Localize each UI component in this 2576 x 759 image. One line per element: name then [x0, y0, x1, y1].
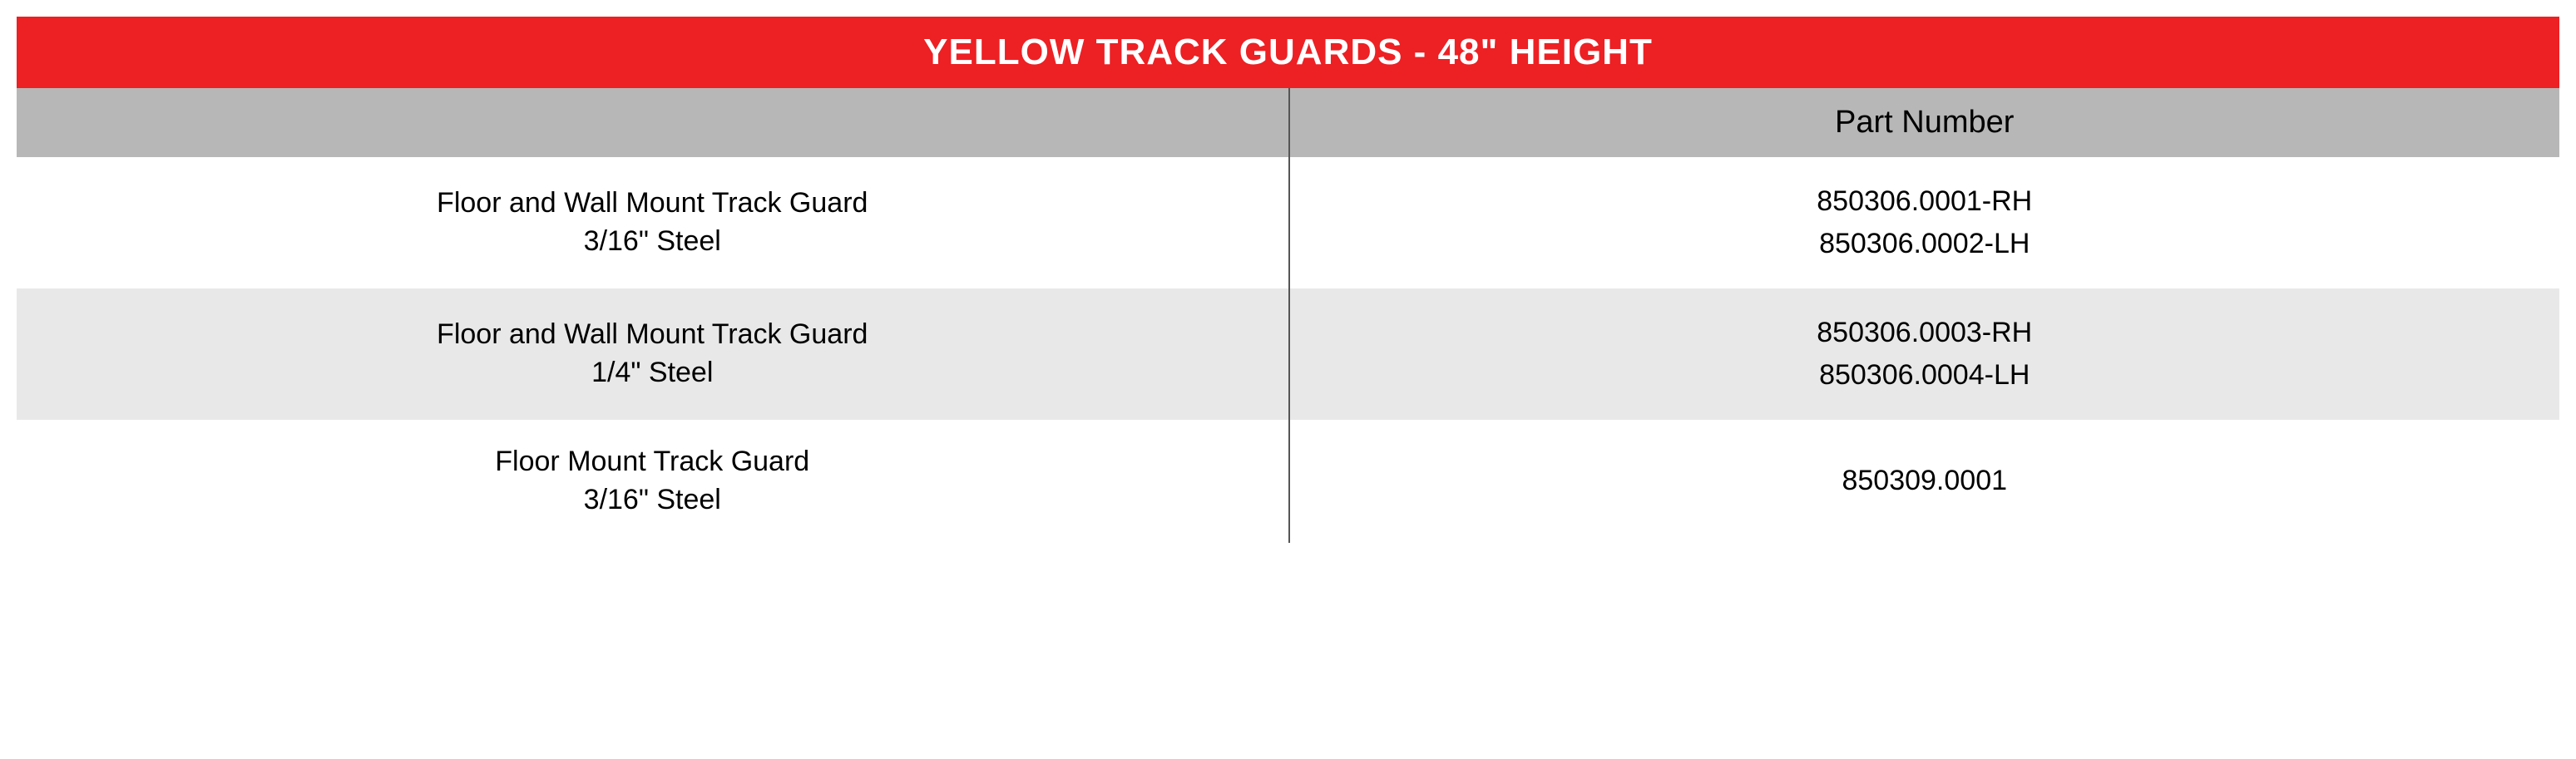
part-number-1: 850306.0001-RH: [1290, 180, 2560, 223]
cell-part-number: 850306.0003-RH 850306.0004-LH: [1288, 288, 2560, 420]
cell-description: Floor Mount Track Guard 3/16" Steel: [17, 420, 1288, 543]
part-number-2: 850306.0004-LH: [1290, 354, 2560, 397]
cell-description: Floor and Wall Mount Track Guard 3/16" S…: [17, 157, 1288, 288]
desc-line2: 3/16" Steel: [17, 481, 1288, 520]
desc-line2: 1/4" Steel: [17, 354, 1288, 392]
desc-line2: 3/16" Steel: [17, 223, 1288, 261]
table-title-bar: YELLOW TRACK GUARDS - 48" HEIGHT: [17, 17, 2559, 88]
desc-line1: Floor and Wall Mount Track Guard: [17, 185, 1288, 223]
header-cell-part-number: Part Number: [1288, 88, 2560, 157]
cell-description: Floor and Wall Mount Track Guard 1/4" St…: [17, 288, 1288, 420]
header-cell-description: [17, 88, 1288, 157]
cell-part-number: 850309.0001: [1288, 420, 2560, 543]
table-header-row: Part Number: [17, 88, 2559, 157]
part-number-1: 850306.0003-RH: [1290, 312, 2560, 354]
part-number-1: 850309.0001: [1290, 460, 2560, 502]
product-table: YELLOW TRACK GUARDS - 48" HEIGHT Part Nu…: [17, 17, 2559, 543]
desc-line1: Floor and Wall Mount Track Guard: [17, 316, 1288, 354]
table-row: Floor and Wall Mount Track Guard 3/16" S…: [17, 157, 2559, 288]
desc-line1: Floor Mount Track Guard: [17, 443, 1288, 481]
cell-part-number: 850306.0001-RH 850306.0002-LH: [1288, 157, 2560, 288]
part-number-2: 850306.0002-LH: [1290, 223, 2560, 265]
table-title: YELLOW TRACK GUARDS - 48" HEIGHT: [923, 32, 1653, 72]
header-label-part-number: Part Number: [1835, 105, 2014, 140]
table-row: Floor and Wall Mount Track Guard 1/4" St…: [17, 288, 2559, 420]
table-row: Floor Mount Track Guard 3/16" Steel 8503…: [17, 420, 2559, 543]
